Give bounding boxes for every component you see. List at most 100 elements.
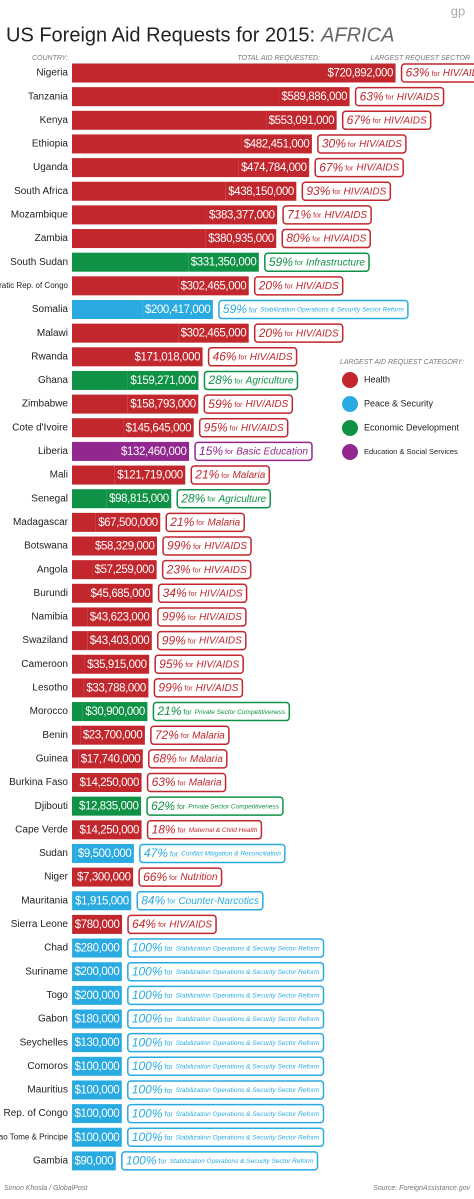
- category-label: Madagascar: [13, 517, 69, 528]
- value-label-box: [80, 725, 145, 745]
- value-label-box: [188, 252, 259, 272]
- sector-connector: for: [183, 709, 192, 716]
- sector-connector: for: [178, 780, 187, 787]
- bar: [72, 820, 78, 840]
- category-label: Tanzania: [28, 91, 68, 102]
- value-label-box: [114, 465, 186, 485]
- sector-connector: for: [230, 426, 239, 433]
- value-label: $145,645,000: [126, 422, 192, 434]
- sector-box: [127, 938, 325, 958]
- sector-connector: for: [285, 331, 294, 338]
- source: Source: ForeignAssistance.gov: [373, 1185, 470, 1192]
- sector-connector: for: [177, 804, 186, 811]
- category-label: Rwanda: [31, 351, 68, 362]
- category-label: Morocco: [30, 706, 69, 717]
- sector-name: Stabilization Operations & Security Sect…: [176, 993, 320, 1000]
- sector-share: 100%: [132, 941, 163, 955]
- legend-swatch: [342, 444, 358, 460]
- sector-share: 72%: [155, 728, 179, 742]
- sector-tag: 21% for Malaria: [190, 465, 271, 485]
- sector-share: 100%: [132, 1083, 163, 1097]
- sector-tag: 93% for HIV/AIDS: [301, 181, 392, 201]
- category-label: Cote d'Ivoire: [12, 422, 68, 433]
- category-label: Liberia: [38, 446, 68, 457]
- value-label-box: [72, 985, 122, 1005]
- sector-box: [282, 205, 372, 225]
- sector-share: 23%: [166, 562, 191, 576]
- sector-share: 59%: [208, 397, 232, 411]
- sector-name: HIV/AIDS: [356, 163, 399, 174]
- sector-tag: 23% for HIV/AIDS: [161, 559, 252, 580]
- bar: [72, 867, 75, 887]
- sector-name: HIV/AIDS: [200, 588, 243, 599]
- value-label: $438,150,000: [228, 186, 294, 198]
- legend-swatch: [342, 396, 358, 412]
- sector-tag: 68% for Malaria: [148, 749, 228, 769]
- sector-connector: for: [193, 567, 202, 574]
- sector-connector: for: [169, 875, 178, 882]
- category-label: South Sudan: [10, 257, 68, 268]
- sector-connector: for: [188, 638, 197, 645]
- category-label: Angola: [37, 564, 69, 575]
- sector-box: [127, 914, 217, 935]
- bar: [72, 300, 143, 319]
- sector-connector: for: [312, 236, 321, 243]
- sector-tag: 100% for Stabilization Operations & Securi…: [127, 985, 325, 1006]
- value-label: $171,018,000: [135, 351, 201, 363]
- category-label: Uganda: [33, 162, 68, 173]
- sector-connector: for: [165, 970, 174, 977]
- sector-connector: for: [165, 946, 174, 953]
- sector-tag: 34% for HIV/AIDS: [157, 583, 248, 604]
- sector-box: [138, 867, 223, 887]
- sector-tag: 47% for Conflict Mitigation & Reconciliati…: [139, 843, 286, 864]
- sector-connector: for: [165, 1064, 174, 1071]
- sector-share: 28%: [207, 373, 232, 387]
- sector-box: [203, 370, 299, 391]
- sector-name: Malaria: [207, 517, 240, 528]
- logo: gp: [451, 3, 465, 18]
- sector-connector: for: [348, 142, 357, 149]
- bar: [72, 536, 93, 556]
- value-label-box: [72, 1104, 122, 1124]
- sector-name: Stabilization Operations & Security Sect…: [176, 969, 320, 976]
- value-header: TOTAL AID REQUESTED:: [237, 55, 320, 62]
- value-label: $14,250,000: [80, 777, 140, 789]
- sector-name: Private Sector Competitiveness: [188, 803, 279, 810]
- value-label-box: [266, 110, 337, 130]
- sector-connector: for: [178, 828, 187, 835]
- sector-name: Stabilization Operations & Security Sect…: [260, 307, 404, 314]
- value-label: $14,250,000: [80, 824, 140, 836]
- sector-tag: 100% for Stabilization Operations & Securi…: [121, 1151, 319, 1171]
- sector-share: 99%: [167, 539, 191, 553]
- sector-name: Stabilization Operations & Security Sect…: [176, 1111, 320, 1118]
- category-label: Cameroon: [21, 659, 68, 670]
- sector-tag: 100% for Stabilization Operations & Securi…: [127, 1009, 325, 1029]
- value-label-box: [206, 205, 278, 225]
- sector-name: HIV/AIDS: [245, 399, 288, 410]
- value-label-box: [92, 536, 158, 556]
- sector-tag: 95% for HIV/AIDS: [154, 654, 244, 674]
- sector-box: [127, 1056, 325, 1077]
- value-label-box: [72, 914, 123, 934]
- value-label-box: [87, 607, 152, 627]
- sector-share: 100%: [132, 988, 163, 1002]
- sector-tag: 67% for HIV/AIDS: [314, 157, 404, 178]
- value-label-box: [76, 796, 142, 816]
- value-label-box: [72, 1151, 116, 1171]
- sector-share: 20%: [258, 326, 283, 340]
- value-label-box: [178, 323, 249, 343]
- value-label-box: [127, 394, 199, 414]
- value-label-box: [82, 702, 148, 722]
- category-label: Gabon: [38, 1014, 68, 1025]
- sector-connector: for: [221, 473, 230, 480]
- sector-tag: 21% for Private Sector Competitiveness: [152, 701, 291, 722]
- sector-name: Agriculture: [245, 376, 294, 387]
- sector-tag: 67% for HIV/AIDS: [341, 110, 432, 131]
- sector-box: [150, 725, 230, 745]
- sector-tag: 100% for Stabilization Operations & Securi…: [127, 1032, 325, 1053]
- sector-name: HIV/AIDS: [296, 328, 339, 339]
- bar: [72, 418, 124, 438]
- value-label: $482,451,000: [244, 138, 310, 150]
